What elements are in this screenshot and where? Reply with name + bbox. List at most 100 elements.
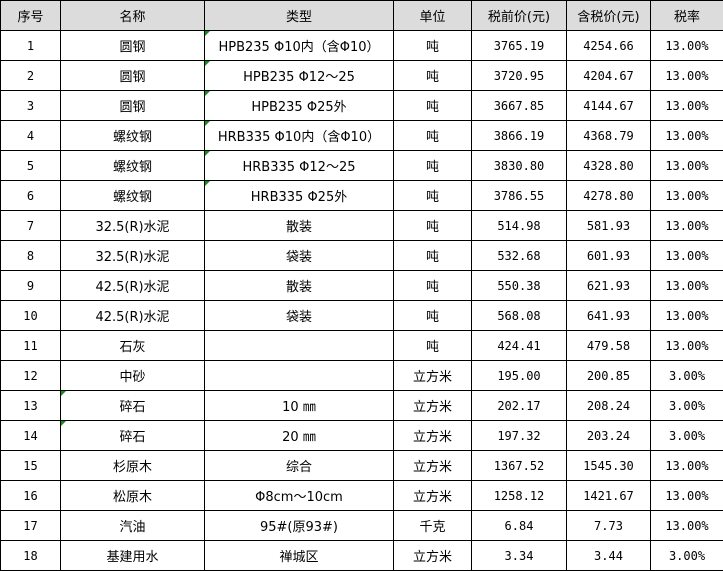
cell-pretax-price[interactable]: 3830.80 <box>471 150 567 181</box>
cell-unit[interactable]: 立方米 <box>393 450 472 481</box>
cell-type[interactable]: 散装 <box>204 270 394 301</box>
cell-pretax-price[interactable]: 1258.12 <box>471 480 567 511</box>
cell-unit[interactable]: 吨 <box>393 240 472 271</box>
cell-taxed-price[interactable]: 203.24 <box>566 420 651 451</box>
cell-name[interactable]: 42.5(R)水泥 <box>60 300 205 331</box>
cell-type[interactable]: 袋装 <box>204 240 394 271</box>
cell-type[interactable]: 散装 <box>204 210 394 241</box>
cell-pretax-price[interactable]: 3866.19 <box>471 120 567 151</box>
cell-name[interactable]: 螺纹钢 <box>60 150 205 181</box>
cell-type[interactable]: 10 ㎜ <box>204 390 394 421</box>
cell-unit[interactable]: 立方米 <box>393 420 472 451</box>
cell-no[interactable]: 2 <box>0 60 61 91</box>
cell-pretax-price[interactable]: 197.32 <box>471 420 567 451</box>
cell-pretax-price[interactable]: 514.98 <box>471 210 567 241</box>
cell-tax-rate[interactable]: 3.00% <box>650 540 723 571</box>
cell-unit[interactable]: 吨 <box>393 90 472 121</box>
cell-name[interactable]: 圆钢 <box>60 30 205 61</box>
cell-type[interactable]: HRB335 Φ10内（含Φ10） <box>204 120 394 151</box>
cell-no[interactable]: 12 <box>0 360 61 391</box>
cell-unit[interactable]: 立方米 <box>393 390 472 421</box>
header-pretax-price[interactable]: 税前价(元) <box>471 0 567 31</box>
cell-no[interactable]: 15 <box>0 450 61 481</box>
cell-tax-rate[interactable]: 13.00% <box>650 150 723 181</box>
cell-unit[interactable]: 吨 <box>393 30 472 61</box>
cell-type[interactable]: 禅城区 <box>204 540 394 571</box>
cell-unit[interactable]: 吨 <box>393 210 472 241</box>
cell-tax-rate[interactable]: 3.00% <box>650 390 723 421</box>
cell-type[interactable] <box>204 330 394 361</box>
cell-pretax-price[interactable]: 202.17 <box>471 390 567 421</box>
cell-no[interactable]: 9 <box>0 270 61 301</box>
cell-name[interactable]: 松原木 <box>60 480 205 511</box>
cell-type[interactable]: HRB335 Φ25外 <box>204 180 394 211</box>
cell-unit[interactable]: 立方米 <box>393 360 472 391</box>
cell-type[interactable]: HPB235 Φ10内（含Φ10） <box>204 30 394 61</box>
cell-no[interactable]: 18 <box>0 540 61 571</box>
header-tax-rate[interactable]: 税率 <box>650 0 723 31</box>
cell-name[interactable]: 圆钢 <box>60 60 205 91</box>
cell-no[interactable]: 10 <box>0 300 61 331</box>
cell-name[interactable]: 32.5(R)水泥 <box>60 210 205 241</box>
cell-tax-rate[interactable]: 3.00% <box>650 360 723 391</box>
cell-pretax-price[interactable]: 6.84 <box>471 510 567 541</box>
cell-no[interactable]: 6 <box>0 180 61 211</box>
cell-name[interactable]: 中砂 <box>60 360 205 391</box>
header-unit[interactable]: 单位 <box>393 0 472 31</box>
header-taxed-price[interactable]: 含税价(元) <box>566 0 651 31</box>
cell-unit[interactable]: 立方米 <box>393 480 472 511</box>
cell-no[interactable]: 3 <box>0 90 61 121</box>
cell-taxed-price[interactable]: 4278.80 <box>566 180 651 211</box>
cell-no[interactable]: 5 <box>0 150 61 181</box>
cell-name[interactable]: 32.5(R)水泥 <box>60 240 205 271</box>
cell-pretax-price[interactable]: 3786.55 <box>471 180 567 211</box>
cell-unit[interactable]: 吨 <box>393 180 472 211</box>
cell-taxed-price[interactable]: 4204.67 <box>566 60 651 91</box>
cell-tax-rate[interactable]: 13.00% <box>650 120 723 151</box>
cell-pretax-price[interactable]: 568.08 <box>471 300 567 331</box>
cell-taxed-price[interactable]: 621.93 <box>566 270 651 301</box>
cell-no[interactable]: 4 <box>0 120 61 151</box>
cell-taxed-price[interactable]: 601.93 <box>566 240 651 271</box>
cell-type[interactable]: 20 ㎜ <box>204 420 394 451</box>
cell-name[interactable]: 螺纹钢 <box>60 120 205 151</box>
cell-pretax-price[interactable]: 3765.19 <box>471 30 567 61</box>
cell-name[interactable]: 基建用水 <box>60 540 205 571</box>
cell-taxed-price[interactable]: 479.58 <box>566 330 651 361</box>
cell-pretax-price[interactable]: 3720.95 <box>471 60 567 91</box>
cell-no[interactable]: 1 <box>0 30 61 61</box>
cell-taxed-price[interactable]: 208.24 <box>566 390 651 421</box>
cell-taxed-price[interactable]: 581.93 <box>566 210 651 241</box>
cell-tax-rate[interactable]: 3.00% <box>650 420 723 451</box>
cell-no[interactable]: 8 <box>0 240 61 271</box>
cell-taxed-price[interactable]: 200.85 <box>566 360 651 391</box>
cell-taxed-price[interactable]: 4328.80 <box>566 150 651 181</box>
cell-pretax-price[interactable]: 195.00 <box>471 360 567 391</box>
header-name[interactable]: 名称 <box>60 0 205 31</box>
cell-tax-rate[interactable]: 13.00% <box>650 90 723 121</box>
cell-unit[interactable]: 吨 <box>393 120 472 151</box>
cell-taxed-price[interactable]: 7.73 <box>566 510 651 541</box>
cell-no[interactable]: 14 <box>0 420 61 451</box>
cell-unit[interactable]: 吨 <box>393 150 472 181</box>
header-type[interactable]: 类型 <box>204 0 394 31</box>
cell-no[interactable]: 7 <box>0 210 61 241</box>
cell-name[interactable]: 杉原木 <box>60 450 205 481</box>
cell-tax-rate[interactable]: 13.00% <box>650 210 723 241</box>
cell-name[interactable]: 石灰 <box>60 330 205 361</box>
cell-pretax-price[interactable]: 3667.85 <box>471 90 567 121</box>
cell-type[interactable]: 95#(原93#) <box>204 510 394 541</box>
cell-pretax-price[interactable]: 424.41 <box>471 330 567 361</box>
cell-tax-rate[interactable]: 13.00% <box>650 330 723 361</box>
cell-taxed-price[interactable]: 4368.79 <box>566 120 651 151</box>
cell-taxed-price[interactable]: 4254.66 <box>566 30 651 61</box>
cell-unit[interactable]: 吨 <box>393 270 472 301</box>
cell-tax-rate[interactable]: 13.00% <box>650 240 723 271</box>
header-no[interactable]: 序号 <box>0 0 61 31</box>
cell-unit[interactable]: 千克 <box>393 510 472 541</box>
cell-type[interactable]: HPB235 Φ12～25 <box>204 60 394 91</box>
cell-taxed-price[interactable]: 641.93 <box>566 300 651 331</box>
cell-name[interactable]: 碎石 <box>60 420 205 451</box>
cell-pretax-price[interactable]: 550.38 <box>471 270 567 301</box>
cell-taxed-price[interactable]: 1545.30 <box>566 450 651 481</box>
